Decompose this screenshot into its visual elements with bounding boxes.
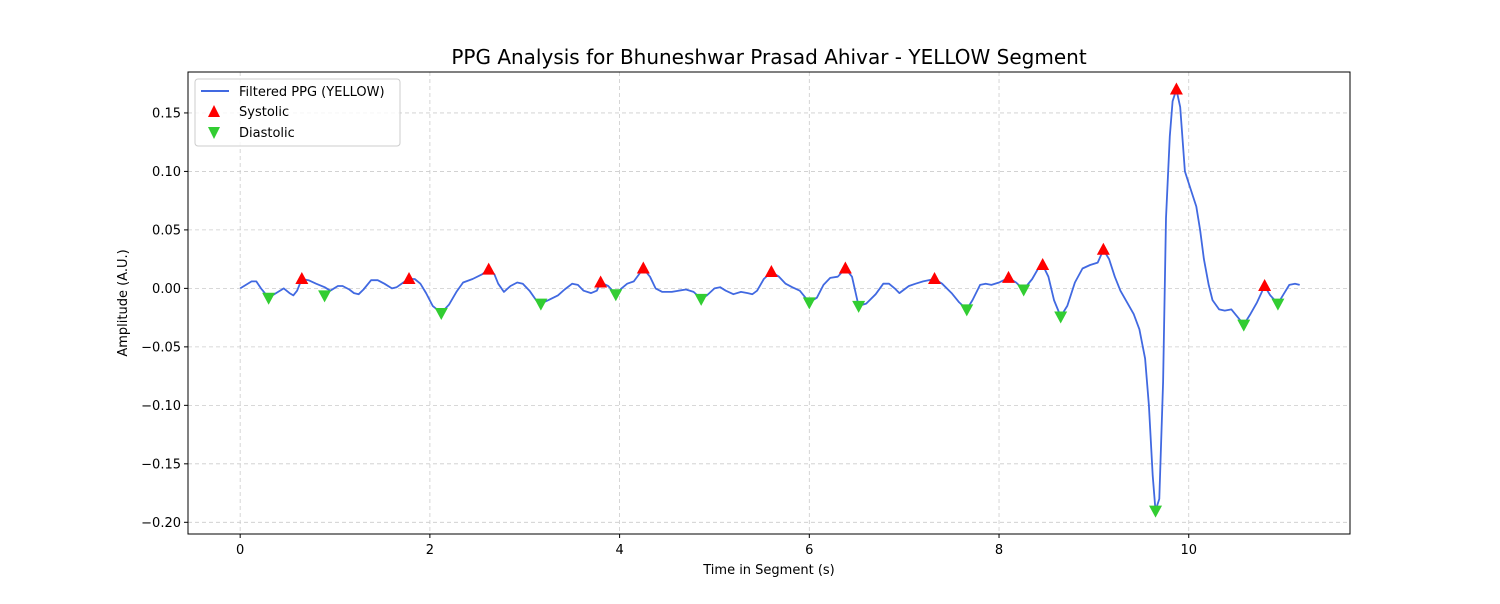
systolic-marker (764, 265, 778, 278)
x-tick-label: 4 (615, 543, 623, 558)
systolic-marker (636, 261, 650, 274)
axis-ticks: 0 2 4 6 8 10 −0.20 −0.15 −0.10 −0.05 0.00 0.05 0.10 0… (141, 106, 1197, 558)
systolic-marker (402, 272, 416, 285)
diastolic-marker (694, 293, 708, 306)
systolic-marker (928, 272, 942, 285)
x-tick-label: 0 (236, 543, 244, 558)
systolic-marker (1002, 270, 1016, 283)
diastolic-marker (318, 290, 332, 303)
legend: Filtered PPG (YELLOW) Systolic Diastolic (194, 78, 401, 147)
grid (188, 72, 1350, 534)
systolic-marker (1258, 279, 1272, 292)
y-tick-label: −0.20 (141, 516, 181, 531)
systolic-marker (1169, 82, 1183, 95)
diastolic-marker (960, 304, 974, 317)
systolic-marker (295, 272, 309, 285)
y-tick-label: 0.00 (152, 282, 181, 297)
systolic-marker (1036, 257, 1050, 270)
x-tick-label: 10 (1180, 543, 1197, 558)
y-tick-label: −0.10 (141, 399, 181, 414)
systolic-marker (594, 275, 608, 288)
diastolic-marker (609, 289, 623, 302)
systolic-marker (482, 262, 496, 275)
chart-title: PPG Analysis for Bhuneshwar Prasad Ahiva… (451, 45, 1086, 69)
y-tick-label: −0.15 (141, 457, 181, 472)
plot-area (239, 82, 1300, 518)
y-tick-label: 0.10 (152, 165, 181, 180)
y-axis-label: Amplitude (A.U.) (116, 249, 131, 356)
diastolic-marker (1237, 319, 1251, 332)
legend-label-diastolic: Diastolic (239, 126, 295, 141)
x-tick-label: 2 (426, 543, 434, 558)
x-tick-label: 6 (805, 543, 813, 558)
diastolic-marker (434, 307, 448, 320)
y-tick-label: 0.05 (152, 223, 181, 238)
y-tick-label: 0.15 (152, 106, 181, 121)
y-tick-label: −0.05 (141, 340, 181, 355)
diastolic-marker (1271, 298, 1285, 311)
x-axis-label: Time in Segment (s) (702, 563, 834, 578)
systolic-marker (838, 261, 852, 274)
diastolic-marker (1054, 311, 1068, 324)
diastolic-marker (534, 298, 548, 311)
diastolic-marker (1017, 284, 1031, 297)
diastolic-marker (852, 300, 866, 313)
systolic-marker (1096, 242, 1110, 255)
legend-label-filtered: Filtered PPG (YELLOW) (239, 85, 385, 100)
axes-frame (187, 71, 1351, 535)
x-tick-label: 8 (995, 543, 1003, 558)
legend-systolic-marker (208, 105, 220, 117)
diastolic-marker (1149, 505, 1163, 518)
legend-diastolic-marker (208, 127, 220, 139)
legend-box (194, 78, 401, 147)
legend-label-systolic: Systolic (239, 105, 289, 120)
diastolic-marker (262, 292, 276, 305)
diastolic-marker (802, 297, 816, 310)
